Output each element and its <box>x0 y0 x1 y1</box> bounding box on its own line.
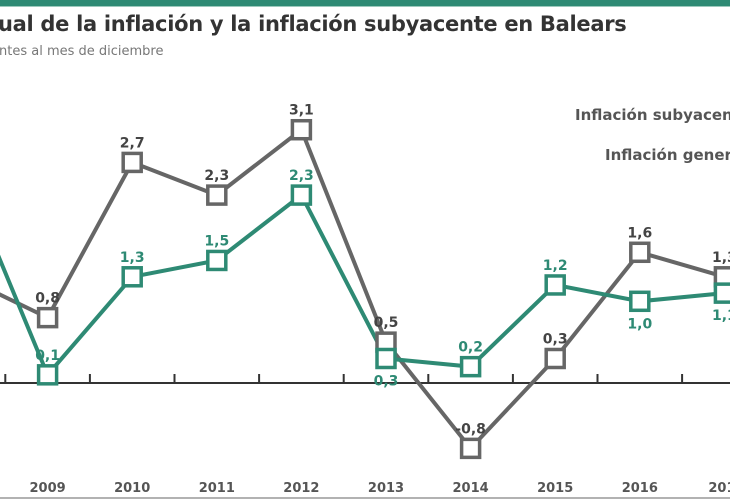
legend-general: Inflación gener <box>605 146 730 164</box>
data-label: 2,3 <box>204 168 229 184</box>
accent-bar <box>0 0 730 7</box>
data-label: 1,5 <box>204 233 229 249</box>
data-label: 1,1 <box>712 308 730 324</box>
series-line-general <box>0 126 725 452</box>
x-tick-label: 201 <box>708 481 730 496</box>
data-label: 0,3 <box>374 373 399 389</box>
data-point-subyacente <box>290 184 313 206</box>
data-point-subyacente <box>713 282 730 304</box>
data-label: 1,3 <box>120 250 145 266</box>
data-label: 1,3 <box>712 250 730 266</box>
chart-title: ual de la inflación y la inflación subya… <box>0 12 627 36</box>
data-label: 0,8 <box>35 291 60 307</box>
data-label: -0,8 <box>455 421 486 437</box>
x-tick-label: 2010 <box>114 481 150 496</box>
x-tick-label: 2015 <box>537 481 573 496</box>
data-label: 0,1 <box>35 348 60 364</box>
data-point-general <box>290 118 313 141</box>
x-tick-label: 2014 <box>453 481 489 496</box>
data-point-subyacente <box>36 364 59 386</box>
data-label: 0,3 <box>543 331 568 347</box>
data-label: 0,5 <box>374 315 399 331</box>
x-tick-label: 2013 <box>368 481 404 496</box>
data-point-general <box>121 151 143 174</box>
data-point-subyacente <box>544 274 566 296</box>
data-label: 1,6 <box>627 225 652 241</box>
x-tick-label: 2012 <box>283 481 319 496</box>
data-point-general <box>36 306 59 329</box>
data-label: 1,0 <box>627 316 652 332</box>
data-point-subyacente <box>629 290 651 313</box>
data-point-subyacente <box>121 266 143 288</box>
data-label: 3,1 <box>289 103 314 119</box>
x-tick-label: 2011 <box>199 481 235 496</box>
legend-subyacente: Inflación subyacen <box>575 106 730 124</box>
chart-subtitle: ntes al mes de diciembre <box>0 44 164 59</box>
data-point-subyacente <box>206 249 228 272</box>
data-label: 2,7 <box>120 135 145 151</box>
data-point-subyacente <box>375 347 397 370</box>
x-tick-label: 2016 <box>622 481 658 496</box>
data-point-subyacente <box>459 355 482 378</box>
data-point-general <box>459 437 482 460</box>
data-label: 0,2 <box>458 340 483 356</box>
data-point-general <box>206 184 228 206</box>
x-tick-label: 2009 <box>30 481 66 496</box>
data-point-general <box>544 347 566 370</box>
data-label: 2,3 <box>289 168 314 184</box>
series-line-subyacente <box>0 192 725 379</box>
data-point-general <box>629 241 651 264</box>
data-label: 1,2 <box>543 258 568 274</box>
